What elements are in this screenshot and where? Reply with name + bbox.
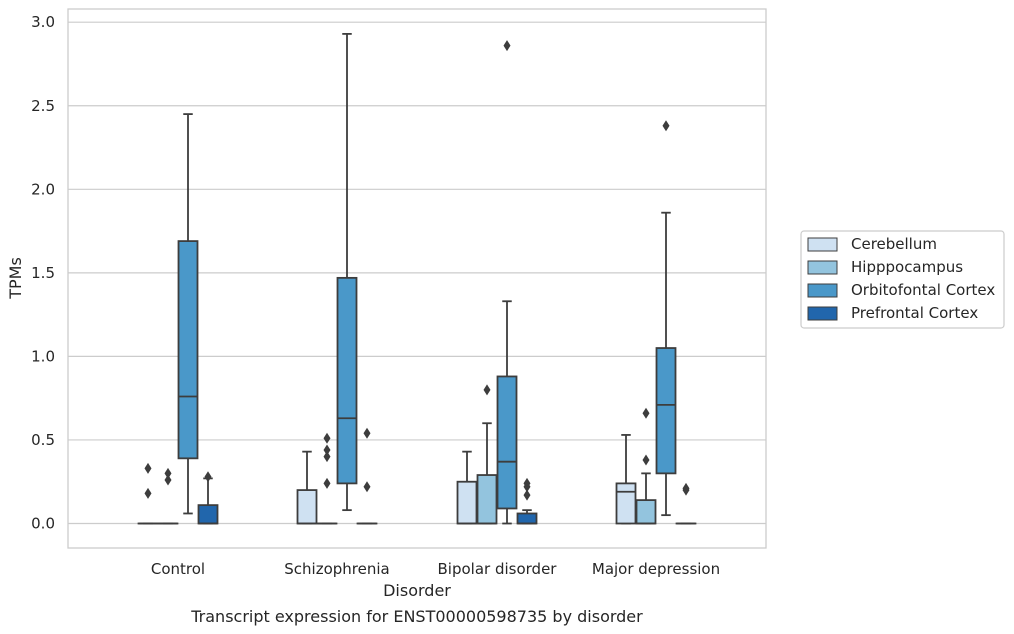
x-axis-label: Disorder: [383, 581, 451, 600]
outlier-point: [164, 467, 172, 479]
y-tick-label: 2.0: [31, 180, 55, 198]
legend-label: Cerebellum: [851, 235, 937, 253]
outlier-point: [323, 477, 331, 489]
legend-swatch: [807, 306, 838, 321]
y-axis-label: TPMs: [6, 257, 25, 300]
plot-frame: [67, 8, 767, 549]
y-tick-label: 1.0: [31, 347, 55, 365]
outlier-point: [363, 481, 371, 493]
box: [635, 499, 657, 525]
boxes: [137, 32, 697, 525]
outlier-point: [483, 384, 491, 396]
legend-swatch: [807, 237, 838, 252]
box-group: [137, 462, 159, 525]
y-tick-label: 3.0: [31, 13, 55, 31]
legend-label: Orbitofontal Cortex: [851, 281, 995, 299]
outlier-point: [144, 487, 152, 499]
outlier-point: [323, 451, 331, 463]
box: [476, 474, 498, 525]
box-group: [456, 450, 478, 525]
box: [197, 504, 219, 525]
box-group: [675, 482, 697, 525]
outlier-point: [503, 40, 511, 52]
box-group: [157, 467, 179, 525]
outlier-point: [323, 432, 331, 444]
outlier-point: [642, 407, 650, 419]
box-group: [496, 40, 518, 525]
box: [456, 480, 478, 525]
outlier-point: [523, 489, 531, 501]
outlier-point: [363, 427, 371, 439]
box-group: [615, 434, 637, 525]
box: [496, 375, 518, 510]
box: [615, 482, 637, 525]
outlier-point: [662, 120, 670, 132]
box-group: [356, 427, 378, 525]
outlier-point: [682, 482, 690, 494]
y-tick-label: 0.5: [31, 431, 55, 449]
box-group: [476, 384, 498, 525]
legend-label: Hipppocampus: [851, 258, 963, 276]
legend-frame: [800, 230, 1005, 329]
legend-swatch: [807, 260, 838, 275]
x-tick-label: Control: [151, 560, 205, 578]
y-axis-ticks: 0.0 0.5 1.0 1.5 2.0 2.5 3.0: [31, 13, 55, 532]
box-group: [316, 432, 338, 525]
y-tick-label: 1.5: [31, 264, 55, 282]
box-group: [655, 120, 677, 517]
box: [516, 512, 538, 525]
box-group: [177, 113, 199, 515]
outlier-point: [323, 444, 331, 456]
x-tick-label: Schizophrenia: [284, 560, 389, 578]
x-tick-label: Major depression: [592, 560, 720, 578]
box-group: [197, 471, 219, 525]
outlier-point: [204, 471, 212, 483]
y-tick-label: 2.5: [31, 97, 55, 115]
box: [336, 276, 358, 485]
box-group: [516, 477, 538, 525]
box: [177, 240, 199, 460]
outlier-point: [642, 454, 650, 466]
box-group: [336, 32, 358, 512]
legend-swatch: [807, 283, 838, 298]
legend: Cerebellum Hipppocampus Orbitofontal Corte…: [800, 230, 1005, 329]
box-group: [635, 407, 657, 525]
x-axis-ticks: Control Schizophrenia Bipolar disorder Majo…: [151, 560, 720, 578]
outlier-point: [523, 477, 531, 489]
box-group: [296, 450, 318, 525]
outlier-point: [144, 462, 152, 474]
y-tick-label: 0.0: [31, 515, 55, 533]
box: [296, 489, 318, 525]
outlier-point: [164, 474, 172, 486]
legend-label: Prefrontal Cortex: [851, 304, 978, 322]
box: [655, 347, 677, 475]
x-tick-label: Bipolar disorder: [438, 560, 558, 578]
chart-caption: Transcript expression for ENST0000059873…: [190, 607, 643, 626]
